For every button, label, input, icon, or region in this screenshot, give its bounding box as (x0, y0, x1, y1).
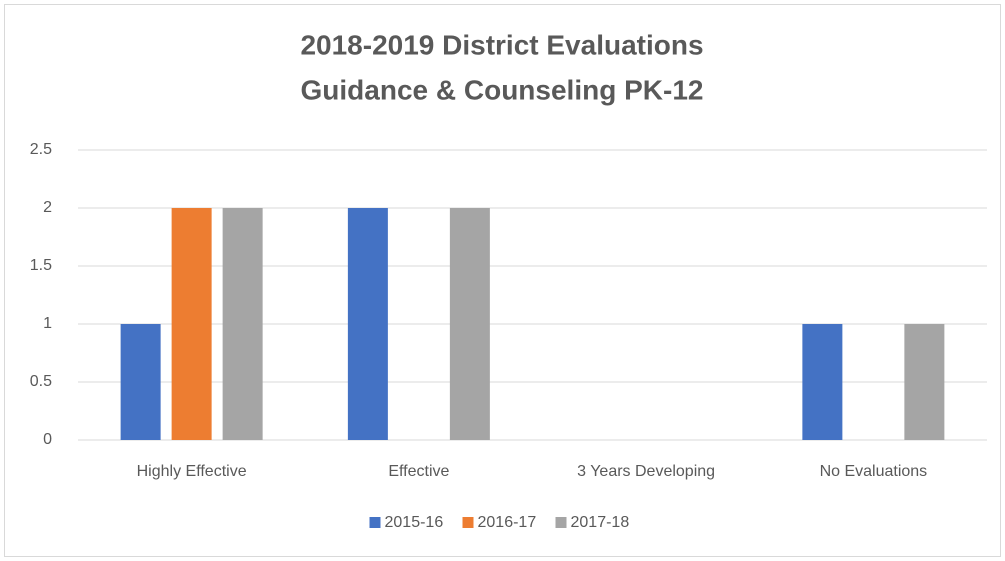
chart-border (4, 4, 1001, 557)
x-tick-label: Effective (388, 463, 449, 480)
bar (449, 208, 490, 440)
y-tick-label: 1.5 (30, 257, 52, 274)
y-tick-label: 2.5 (30, 141, 52, 158)
x-tick-label: Highly Effective (137, 463, 247, 480)
y-tick-label: 0.5 (30, 373, 52, 390)
x-tick-label: No Evaluations (820, 463, 928, 480)
bar (347, 208, 388, 440)
bar (120, 324, 161, 440)
legend-swatch (555, 517, 567, 528)
y-tick-label: 2 (43, 199, 52, 216)
chart-title: 2018-2019 District Evaluations (300, 29, 703, 60)
legend-swatch (462, 517, 474, 528)
y-tick-label: 1 (43, 315, 52, 332)
bar (171, 208, 212, 440)
bar (802, 324, 843, 440)
legend-label: 2016-17 (478, 514, 537, 531)
legend-label: 2015-16 (385, 514, 444, 531)
bar (904, 324, 945, 440)
x-tick-label: 3 Years Developing (577, 463, 715, 480)
y-tick-label: 0 (43, 431, 52, 448)
bar (222, 208, 263, 440)
chart-title: Guidance & Counseling PK-12 (301, 74, 704, 105)
legend-swatch (369, 517, 381, 528)
legend-label: 2017-18 (571, 514, 630, 531)
